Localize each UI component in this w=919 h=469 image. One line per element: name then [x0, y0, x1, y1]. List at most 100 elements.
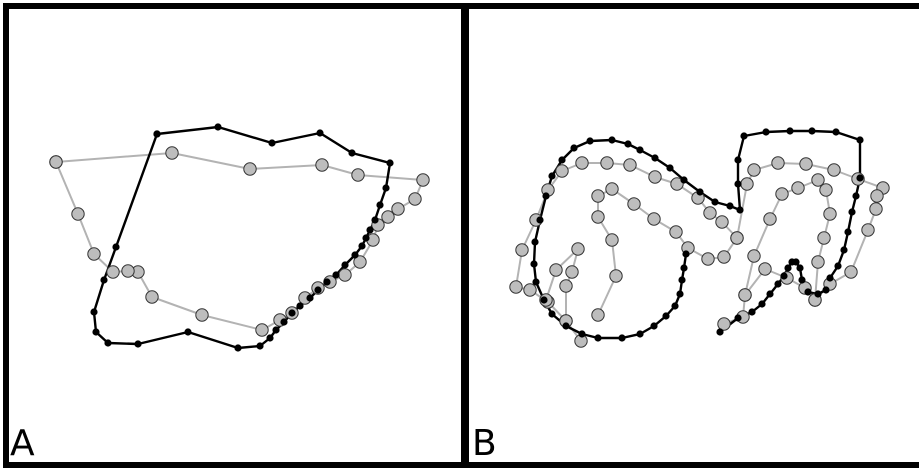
black-contour-a-point [288, 309, 296, 317]
black-contour-b-point [671, 302, 679, 310]
panel-a-label: A [10, 423, 35, 464]
gray-contour-b-outer-point [515, 243, 529, 257]
gray-contour-a-point [71, 207, 85, 221]
black-contour-b-point [856, 174, 864, 182]
black-contour-b-point [852, 192, 860, 200]
gray-contour-b-inner-point [565, 265, 579, 279]
gray-contour-b-right-point [747, 249, 761, 263]
black-contour-b-point [774, 280, 782, 288]
gray-contour-a-point [351, 168, 365, 182]
gray-contour-a-point [106, 265, 120, 279]
gray-contour-b-mid-point [669, 225, 683, 239]
gray-contour-b-inner-point [571, 242, 585, 256]
gray-contour-b-mid-point [717, 250, 731, 264]
black-contour-b-point [780, 272, 788, 280]
gray-contour-a-point [121, 264, 135, 278]
black-contour-b-point [734, 180, 742, 188]
gray-contour-b-outer-point [771, 156, 785, 170]
panel-b: B [463, 3, 919, 468]
gray-contour-b-outer-point [747, 163, 761, 177]
gray-contour-b-mid-point [605, 233, 619, 247]
black-contour-a-point [323, 278, 331, 286]
black-contour-a-point [104, 339, 112, 347]
black-contour-a-point [306, 294, 314, 302]
gray-contour-a-point [145, 290, 159, 304]
black-contour-b-point [680, 264, 688, 272]
gray-contour-b-outer-point [648, 170, 662, 184]
black-contour-a-point [268, 139, 276, 147]
gray-contour-b-outer-point [600, 156, 614, 170]
black-contour-a-point [386, 159, 394, 167]
black-contour-b-point [594, 334, 602, 342]
black-contour-a-point [153, 130, 161, 138]
black-contour-b-point [848, 208, 856, 216]
gray-contour-b-outer-point [861, 223, 875, 237]
black-contour-b-point [856, 136, 864, 144]
gray-contour-b-outer-point [758, 262, 772, 276]
black-contour-b-point [650, 322, 658, 330]
black-contour-b-point [624, 140, 632, 148]
panel-a: A [3, 3, 467, 468]
gray-contour-b-mid-point [730, 231, 744, 245]
gray-contour-b-right-point [811, 255, 825, 269]
black-contour-a-point [112, 243, 120, 251]
black-contour-a-point [272, 326, 280, 334]
black-contour-b-point [711, 198, 719, 206]
gray-contour-b-outer-point [703, 206, 717, 220]
gray-contour-b-mid-point [701, 252, 715, 266]
black-contour-b-point [608, 136, 616, 144]
black-contour-b-point [844, 228, 852, 236]
gray-contour-a-point [49, 155, 63, 169]
black-contour-a-point [256, 342, 264, 350]
black-contour-a-point [234, 344, 242, 352]
gray-contour-b-outer-point [670, 177, 684, 191]
black-contour-b-point [578, 330, 586, 338]
black-contour-b-point [558, 156, 566, 164]
black-contour-b-point [680, 176, 688, 184]
black-contour-b-point [542, 192, 550, 200]
black-contour-b-point [662, 312, 670, 320]
black-contour-a-point [92, 328, 100, 336]
panel-b-frame [463, 3, 919, 468]
black-contour-b-point [734, 314, 742, 322]
black-contour-b-point [716, 328, 724, 336]
black-contour-a-point [100, 276, 108, 284]
black-contour-b-point [586, 137, 594, 145]
black-contour-b-point [804, 288, 812, 296]
black-contour-b-point [840, 246, 848, 254]
black-contour-b-point [826, 274, 834, 282]
gray-contour-b-right-point [817, 231, 831, 245]
gray-contour-b-mid-point [605, 182, 619, 196]
gray-contour-a-point [243, 162, 257, 176]
panel-a-frame [3, 3, 467, 468]
gray-contour-b-outer-point [555, 164, 569, 178]
panel-b-label: B [472, 423, 497, 464]
black-contour-b-point [734, 156, 742, 164]
gray-contour-a-point [353, 255, 367, 269]
black-contour-b-point [784, 264, 792, 272]
gray-contour-b-mid-point [591, 308, 605, 322]
gray-contour-b-mid-point [591, 189, 605, 203]
black-contour-b-point [832, 128, 840, 136]
gray-contour-b-right-point [763, 212, 777, 226]
black-contour-b-point [530, 260, 538, 268]
black-contour-b-point [562, 322, 570, 330]
gray-contour-b-right-point [823, 207, 837, 221]
gray-contour-b-right-point [775, 187, 789, 201]
black-contour-a-point [362, 234, 370, 242]
gray-contour-b-outer-point [623, 158, 637, 172]
black-contour-b-point [531, 238, 539, 246]
gray-contour-b-right-point [811, 173, 825, 187]
gray-contour-a-point [165, 146, 179, 160]
black-contour-b-point [696, 188, 704, 196]
black-contour-b-point [570, 144, 578, 152]
black-contour-a-point [371, 216, 379, 224]
gray-contour-a-point [416, 173, 430, 187]
black-contour-b-point [532, 278, 540, 286]
black-contour-a-point [366, 226, 374, 234]
black-contour-b-point [736, 206, 744, 214]
black-contour-a-point [348, 149, 356, 157]
gray-contour-a-point [87, 247, 101, 261]
black-contour-a-point [332, 271, 340, 279]
black-contour-a-point [214, 123, 222, 131]
